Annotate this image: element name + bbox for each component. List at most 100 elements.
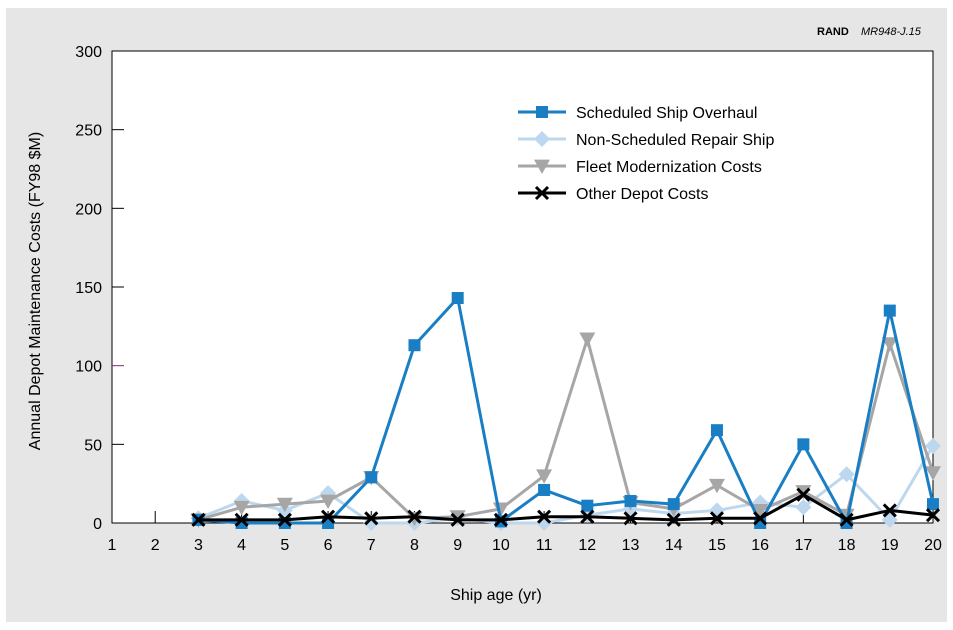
data-point (881, 337, 898, 352)
x-tick-label: 17 (794, 537, 812, 554)
data-point (537, 509, 552, 524)
x-tick-label: 11 (536, 537, 553, 554)
x-mark-stroke (407, 509, 422, 524)
data-point (882, 503, 897, 518)
data-point (838, 466, 855, 483)
x-mark-stroke (277, 512, 292, 527)
x-tick-label: 12 (578, 537, 596, 554)
legend-item: Other Depot Costs (518, 185, 709, 203)
data-point (581, 499, 594, 512)
x-axis-label: Ship age (yr) (450, 587, 542, 604)
credit-id: MR948-J.15 (861, 26, 922, 38)
x-tick-label: 14 (665, 537, 683, 554)
x-mark-stroke (666, 512, 681, 527)
data-point (796, 487, 811, 502)
x-mark-stroke (234, 512, 249, 527)
x-mark-stroke (580, 509, 595, 524)
x-mark-stroke (839, 512, 854, 527)
data-point (451, 292, 464, 305)
legend: Scheduled Ship Overhaul Non-Scheduled Rep… (518, 105, 774, 203)
data-point (710, 424, 723, 437)
legend-item: Fleet Modernization Costs (518, 159, 762, 176)
legend-item: Scheduled Ship Overhaul (518, 105, 757, 122)
x-mark-stroke (537, 509, 552, 524)
x-tick-label: 6 (324, 537, 333, 554)
data-point (536, 106, 548, 118)
x-tick-label: 15 (708, 537, 726, 554)
data-point (320, 494, 337, 509)
legend-item: Non-Scheduled Repair Ship (518, 131, 774, 149)
y-tick-label: 200 (75, 201, 102, 218)
data-point (450, 512, 465, 527)
x-tick-label: 3 (194, 537, 203, 554)
x-tick-label: 20 (924, 537, 942, 554)
legend-label: Scheduled Ship Overhaul (576, 105, 757, 122)
series-line (198, 493, 934, 522)
data-point (623, 511, 638, 526)
x-tick-label: 4 (237, 537, 246, 554)
data-point (666, 512, 681, 527)
x-mark-stroke (796, 487, 811, 502)
data-point (752, 504, 769, 519)
y-tick-label: 250 (75, 123, 102, 140)
x-tick-label: 1 (108, 537, 117, 554)
data-point (191, 512, 206, 527)
x-mark-stroke (623, 511, 638, 526)
x-mark-stroke (882, 503, 897, 518)
series-layer (190, 292, 941, 531)
data-point (277, 512, 292, 527)
data-point (667, 498, 680, 511)
data-point (233, 500, 250, 516)
x-mark-stroke (450, 512, 465, 527)
data-point (925, 508, 941, 523)
x-mark-stroke (753, 511, 768, 526)
x-mark-stroke (534, 185, 550, 201)
data-point (534, 131, 550, 147)
data-point (536, 469, 553, 484)
x-mark-stroke (493, 512, 508, 527)
data-point (753, 511, 768, 526)
legend-label: Fleet Modernization Costs (576, 159, 762, 176)
series-line (198, 337, 935, 522)
data-point (580, 509, 595, 524)
data-point (276, 497, 293, 513)
data-point (709, 511, 725, 526)
data-point (408, 339, 421, 352)
data-point (927, 498, 939, 511)
data-point (407, 509, 422, 524)
x-tick-label: 10 (492, 537, 510, 554)
data-point (797, 438, 810, 451)
x-tick-label: 9 (453, 537, 462, 554)
x-tick-label: 5 (280, 537, 289, 554)
x-tick-label: 2 (151, 537, 160, 554)
data-point (839, 512, 854, 527)
series-3 (191, 487, 941, 527)
y-axis-label: Annual Depot Maintenance Costs (FY98 $M) (27, 132, 44, 450)
credit-org: RAND (817, 26, 849, 38)
data-point (320, 509, 336, 524)
legend-label: Non-Scheduled Repair Ship (576, 132, 774, 149)
y-tick-label: 300 (75, 44, 102, 61)
x-tick-label: 16 (751, 537, 769, 554)
data-point (538, 483, 551, 496)
x-tick-label: 7 (367, 537, 376, 554)
plot-area (111, 50, 934, 524)
x-tick-label: 8 (410, 537, 419, 554)
data-point (493, 512, 508, 527)
data-point (925, 466, 941, 481)
x-mark-stroke (191, 512, 206, 527)
data-point (364, 511, 379, 526)
y-tick-label: 100 (75, 359, 102, 376)
x-mark-stroke (320, 509, 336, 524)
data-point (925, 437, 941, 454)
data-point (708, 478, 725, 494)
data-point (579, 332, 596, 347)
data-point (234, 512, 249, 527)
data-point (883, 304, 896, 317)
y-tick-label: 50 (84, 437, 102, 454)
x-tick-label: 18 (838, 537, 856, 554)
data-point (365, 471, 378, 484)
x-mark-stroke (364, 511, 379, 526)
